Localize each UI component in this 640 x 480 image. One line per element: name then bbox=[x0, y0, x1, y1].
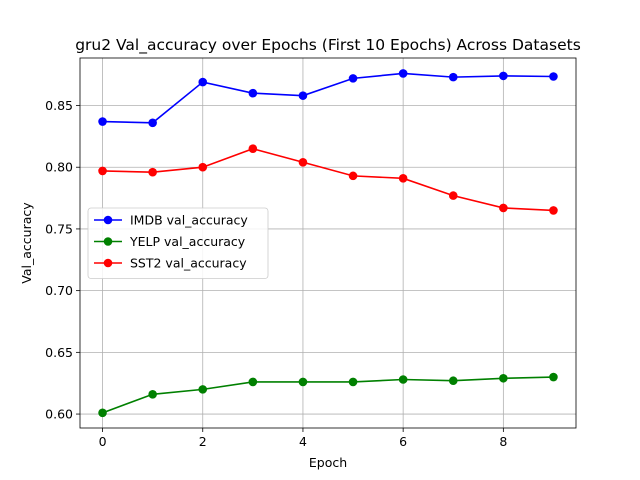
data-point bbox=[348, 377, 358, 387]
x-tick-label: 4 bbox=[299, 434, 307, 449]
legend: IMDB val_accuracy YELP val_accuracy SST2 v… bbox=[87, 207, 269, 279]
series-0 bbox=[98, 69, 558, 128]
legend-marker bbox=[103, 215, 113, 225]
series-line bbox=[102, 376, 554, 414]
series-1 bbox=[98, 372, 558, 418]
data-point bbox=[549, 372, 558, 382]
series-line bbox=[102, 72, 554, 124]
data-point bbox=[198, 162, 208, 172]
legend-marker bbox=[103, 258, 113, 268]
x-tick-label: 0 bbox=[99, 434, 107, 449]
data-point bbox=[248, 377, 258, 387]
data-point bbox=[348, 74, 358, 83]
chart-title: gru2 Val_accuracy over Epochs (First 10 … bbox=[75, 36, 581, 55]
data-point bbox=[549, 206, 558, 215]
data-point bbox=[499, 71, 508, 81]
data-point bbox=[248, 144, 258, 154]
x-tick-label: 6 bbox=[399, 434, 407, 449]
data-point bbox=[398, 69, 408, 78]
data-point bbox=[198, 385, 208, 394]
plot-frame bbox=[79, 57, 577, 429]
data-point bbox=[148, 167, 157, 177]
y-tick-label: 0.75 bbox=[45, 221, 73, 236]
y-tick-label: 0.60 bbox=[45, 407, 73, 422]
legend-label: SST2 val_accuracy bbox=[130, 256, 247, 271]
data-point bbox=[448, 72, 458, 82]
data-point bbox=[298, 157, 308, 167]
series-group bbox=[98, 69, 558, 418]
data-point bbox=[298, 377, 308, 387]
legend-label: YELP val_accuracy bbox=[129, 234, 246, 249]
data-point bbox=[248, 88, 258, 98]
x-tick-label: 2 bbox=[199, 434, 207, 449]
data-point bbox=[98, 166, 107, 176]
y-tick-label: 0.70 bbox=[45, 283, 73, 298]
data-point bbox=[148, 118, 157, 128]
data-point bbox=[298, 91, 308, 100]
data-point bbox=[148, 390, 157, 399]
data-point bbox=[398, 375, 408, 384]
ticks: 0 2 4 6 8 0.60 0.65 0.70 0.75 0.80 0.85 bbox=[45, 98, 507, 449]
data-point bbox=[198, 77, 208, 87]
y-tick-label: 0.85 bbox=[45, 98, 73, 113]
data-point bbox=[448, 376, 458, 386]
data-point bbox=[348, 171, 358, 181]
data-point bbox=[549, 72, 558, 81]
x-tick-label: 8 bbox=[499, 434, 507, 449]
data-point bbox=[398, 174, 408, 183]
legend-marker bbox=[103, 237, 113, 246]
series-2 bbox=[98, 144, 558, 215]
y-tick-label: 0.65 bbox=[45, 345, 73, 360]
series-line bbox=[102, 147, 554, 212]
data-point bbox=[448, 191, 458, 200]
legend-label: IMDB val_accuracy bbox=[130, 213, 248, 228]
legend-box bbox=[87, 207, 269, 279]
y-tick-label: 0.80 bbox=[45, 160, 73, 175]
data-point bbox=[499, 373, 508, 383]
x-axis-label: Epoch bbox=[309, 455, 347, 470]
data-point bbox=[499, 203, 508, 213]
y-axis-label: Val_accuracy bbox=[19, 202, 34, 284]
data-point bbox=[98, 117, 107, 126]
data-point bbox=[98, 408, 107, 418]
